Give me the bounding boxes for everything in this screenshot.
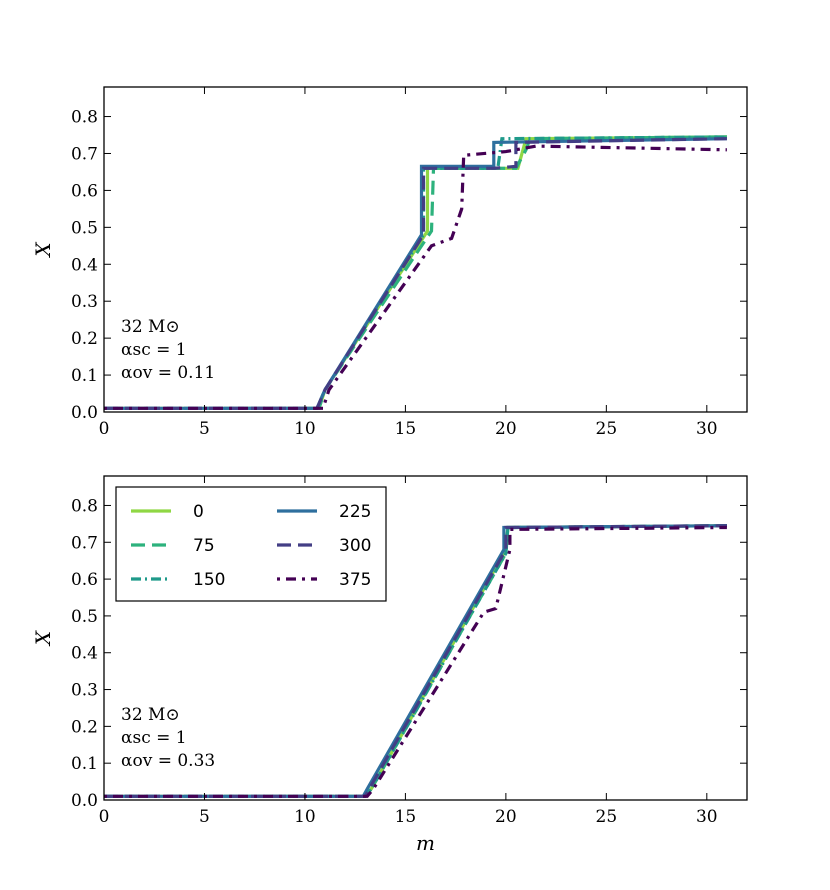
series-group [104, 524, 727, 798]
y-tick-label: 0.5 [71, 218, 98, 238]
y-tick-label: 0.4 [71, 255, 98, 275]
annotation-line: αsc = 1 [121, 340, 187, 360]
y-tick-label: 0.7 [71, 533, 98, 553]
y-tick-label: 0.1 [71, 366, 98, 386]
annotation-line: αov = 0.11 [121, 363, 215, 383]
series-line-300 [104, 137, 727, 410]
annotation-line: αsc = 1 [121, 728, 187, 748]
x-axis-label: m [416, 831, 435, 855]
y-tick-label: 0.5 [71, 607, 98, 627]
series-group [104, 135, 727, 410]
x-tick-label: 5 [199, 419, 210, 439]
x-tick-label: 15 [395, 807, 417, 827]
series-line-375 [104, 144, 727, 410]
x-tick-label: 10 [294, 807, 316, 827]
y-tick-label: 0.6 [71, 181, 98, 201]
legend-label-300: 300 [339, 536, 371, 556]
y-tick-label: 0.1 [71, 754, 98, 774]
x-tick-label: 15 [395, 419, 417, 439]
y-tick-label: 0.0 [71, 403, 98, 423]
x-tick-label: 30 [696, 807, 718, 827]
legend: 0 75 150 225 300 375 [115, 486, 387, 602]
x-tick-label: 20 [495, 419, 517, 439]
x-tick-label: 25 [596, 807, 618, 827]
chart-panel-top: 0 5 10 15 20 25 30 0.0 0.1 0.2 0.3 0.4 0.5 0.6 0.7 0.8 X… [31, 86, 748, 439]
chart-panel-bottom: 0 5 10 15 20 25 30 0.0 0.1 0.2 0.3 0.4 0.5 0.6 0.7 0.8 X… [31, 475, 748, 855]
x-tick-label: 25 [596, 419, 618, 439]
y-tick-label: 0.2 [71, 329, 98, 349]
y-tick-label: 0.0 [71, 791, 98, 811]
y-tick-label: 0.3 [71, 681, 98, 701]
legend-label-375: 375 [339, 570, 371, 590]
legend-label-225: 225 [339, 502, 371, 522]
x-tick-label: 5 [199, 807, 210, 827]
y-tick-label: 0.2 [71, 717, 98, 737]
y-axis-label: X [31, 242, 55, 259]
x-tick-label: 0 [99, 419, 110, 439]
legend-label-150: 150 [193, 570, 225, 590]
legend-label-0: 0 [193, 502, 204, 522]
y-tick-label: 0.6 [71, 570, 98, 590]
y-axis-label: X [31, 630, 55, 647]
annotation-line: 32 M⊙ [121, 705, 180, 725]
y-tick-label: 0.4 [71, 644, 98, 664]
x-tick-label: 0 [99, 807, 110, 827]
series-line-375 [104, 525, 727, 798]
annotation-line: αov = 0.33 [121, 751, 215, 771]
y-tick-label: 0.8 [71, 108, 98, 128]
legend-label-75: 75 [193, 536, 215, 556]
annotation-line: 32 M⊙ [121, 317, 180, 337]
y-tick-label: 0.7 [71, 144, 98, 164]
plot-frame [103, 475, 748, 801]
plot-frame [103, 86, 748, 413]
x-tick-label: 20 [495, 807, 517, 827]
x-tick-label: 10 [294, 419, 316, 439]
x-tick-label: 30 [696, 419, 718, 439]
y-tick-label: 0.8 [71, 496, 98, 516]
y-tick-label: 0.3 [71, 292, 98, 312]
